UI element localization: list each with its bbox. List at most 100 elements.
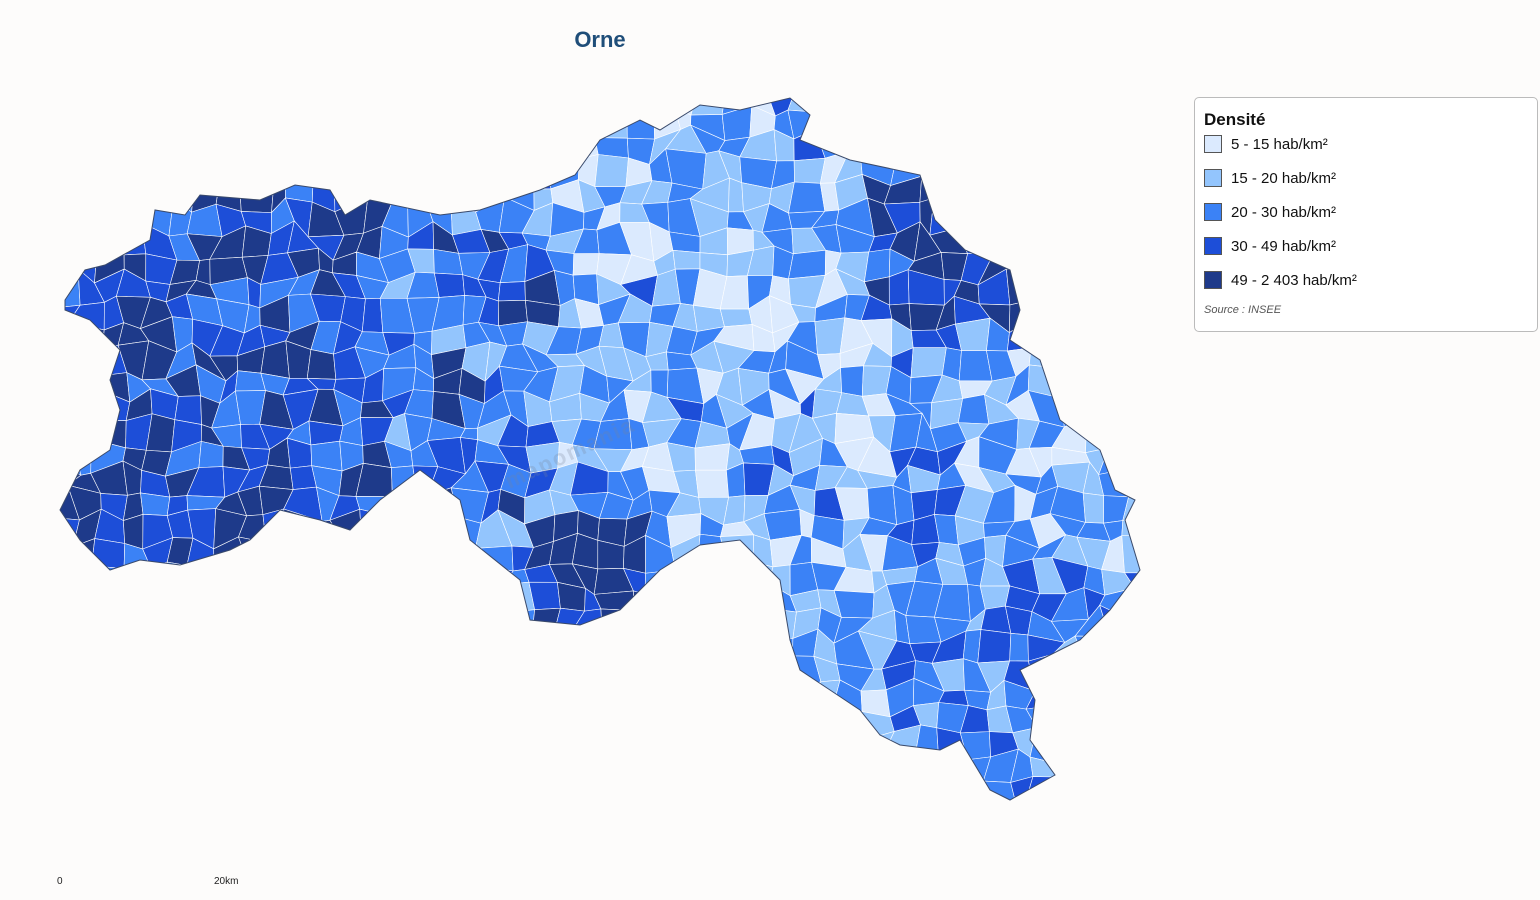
commune — [1132, 703, 1140, 740]
commune — [144, 173, 175, 200]
commune — [594, 705, 627, 733]
commune — [719, 308, 753, 327]
commune — [840, 365, 864, 397]
commune — [956, 98, 988, 117]
commune — [215, 805, 244, 835]
commune — [89, 582, 118, 620]
commune — [457, 735, 491, 756]
commune — [138, 136, 175, 157]
commune — [929, 197, 971, 236]
commune — [238, 706, 274, 739]
commune — [306, 349, 337, 380]
commune — [618, 727, 657, 756]
commune — [523, 711, 561, 741]
commune — [476, 641, 503, 660]
commune — [892, 797, 923, 800]
commune — [545, 749, 575, 782]
commune — [187, 629, 226, 669]
commune — [955, 203, 988, 229]
commune — [523, 135, 561, 152]
commune — [1126, 127, 1140, 161]
commune — [140, 492, 171, 516]
commune — [333, 725, 359, 766]
commune — [1129, 735, 1140, 762]
commune — [66, 610, 105, 643]
commune — [694, 605, 721, 645]
commune — [215, 633, 238, 669]
commune — [186, 565, 215, 596]
commune — [402, 534, 436, 568]
commune — [60, 415, 79, 447]
commune — [1057, 367, 1084, 399]
commune — [912, 124, 945, 165]
commune — [620, 807, 655, 831]
commune — [67, 345, 104, 382]
commune — [426, 630, 462, 669]
commune — [959, 731, 992, 761]
commune — [233, 614, 274, 644]
commune — [222, 706, 248, 739]
commune — [720, 631, 750, 669]
commune — [407, 181, 429, 209]
commune — [695, 469, 729, 498]
commune — [1058, 98, 1091, 108]
commune — [497, 299, 528, 327]
commune — [956, 780, 984, 800]
commune — [649, 755, 682, 786]
commune — [697, 559, 728, 587]
commune — [318, 582, 343, 621]
commune — [955, 317, 991, 351]
commune — [912, 108, 946, 128]
commune — [265, 541, 292, 572]
commune — [644, 593, 672, 622]
commune — [1025, 132, 1053, 164]
commune — [262, 798, 293, 800]
commune — [169, 727, 194, 765]
commune — [642, 660, 675, 681]
commune — [654, 783, 682, 800]
commune — [402, 150, 432, 185]
commune — [719, 585, 745, 609]
commune — [1028, 225, 1062, 256]
commune — [522, 659, 555, 688]
commune — [381, 564, 411, 595]
commune — [455, 564, 490, 598]
commune — [936, 98, 965, 117]
commune — [71, 415, 96, 443]
commune — [403, 487, 431, 514]
commune — [284, 537, 320, 573]
commune — [818, 801, 843, 831]
commune — [72, 111, 98, 140]
commune — [1062, 735, 1082, 766]
commune — [936, 773, 965, 800]
commune — [796, 681, 822, 714]
commune — [1098, 632, 1136, 670]
commune — [571, 131, 599, 160]
commune — [242, 582, 274, 619]
commune — [1097, 225, 1127, 262]
commune — [433, 272, 465, 298]
commune — [294, 725, 312, 763]
commune — [1127, 631, 1140, 670]
commune — [642, 605, 672, 638]
commune — [788, 181, 826, 214]
commune — [1154, 501, 1182, 525]
commune — [796, 702, 816, 741]
commune — [127, 759, 145, 785]
commune — [236, 101, 271, 138]
commune — [169, 135, 195, 159]
commune — [500, 110, 539, 142]
commune — [1121, 534, 1140, 574]
commune — [163, 107, 195, 137]
commune — [170, 705, 198, 732]
commune — [262, 605, 298, 641]
commune — [1028, 347, 1063, 369]
commune — [642, 98, 677, 110]
commune — [74, 656, 101, 691]
commune — [117, 127, 150, 157]
commune — [1108, 323, 1137, 357]
commune — [385, 733, 416, 756]
commune — [284, 149, 322, 178]
commune — [236, 655, 273, 684]
commune — [1009, 104, 1037, 139]
